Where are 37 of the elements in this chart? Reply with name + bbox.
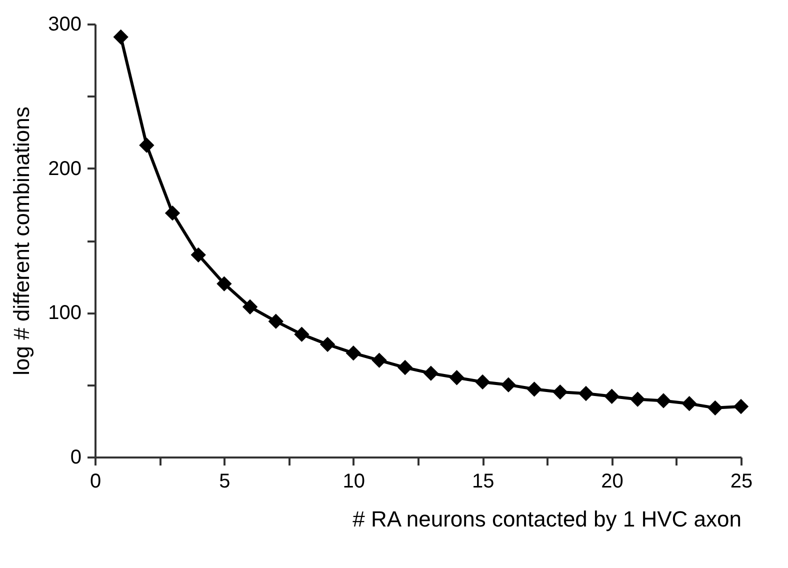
x-tick-label: 10 (342, 470, 366, 492)
point (372, 352, 387, 368)
point (268, 314, 284, 329)
point (733, 398, 749, 414)
point (449, 370, 464, 386)
y-tick-label: 200 (48, 158, 82, 180)
point (682, 396, 697, 412)
point (526, 382, 542, 397)
point (708, 400, 723, 416)
x-tick-label: 0 (90, 470, 102, 492)
point (190, 247, 206, 263)
y-tick-label: 100 (48, 302, 82, 324)
point (113, 29, 128, 45)
point (346, 345, 361, 361)
point (604, 388, 620, 404)
point (475, 374, 490, 390)
point (242, 299, 258, 314)
point (423, 366, 439, 381)
point (630, 392, 646, 407)
point (320, 336, 336, 352)
x-tick-label: 15 (472, 470, 494, 492)
x-tick-label: 5 (219, 470, 230, 492)
point (164, 205, 180, 221)
point (139, 138, 154, 153)
y-tick-label: 0 (70, 446, 82, 468)
point (500, 377, 516, 392)
x-tick-label: 20 (601, 470, 624, 492)
point (552, 384, 568, 400)
y-axis-title: log # different combinations (9, 106, 34, 376)
y-tick-label: 300 (48, 14, 82, 36)
point (216, 276, 232, 292)
x-axis-title: # RA neurons contacted by 1 HVC axon (352, 506, 742, 532)
x-tick-label: 25 (730, 470, 753, 492)
point (656, 393, 672, 408)
point (294, 326, 310, 342)
point (397, 360, 413, 376)
point (578, 386, 594, 402)
